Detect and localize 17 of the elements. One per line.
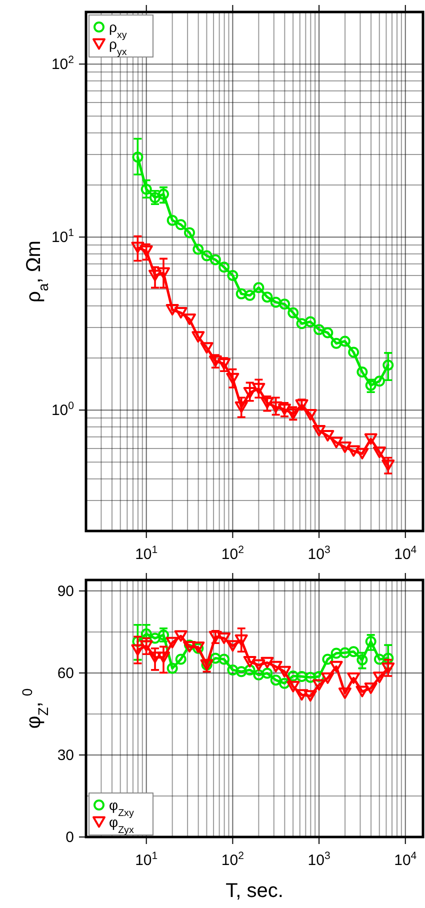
legend-label: ρ$_{xy}$ bbox=[109, 19, 127, 40]
x-tick-label: 10$^{3}$ bbox=[308, 544, 330, 563]
y-tick-label: 10$^{0}$ bbox=[51, 400, 74, 420]
x-tick-label: 10$^{1}$ bbox=[135, 544, 158, 563]
x-tick-label: 10$^{2}$ bbox=[221, 544, 244, 563]
y-tick-label: 10$^{2}$ bbox=[51, 54, 74, 74]
y-tick-label: 10$^{1}$ bbox=[51, 227, 74, 246]
x-axis-title: T, sec. bbox=[226, 880, 284, 902]
y-tick-label: 90 bbox=[57, 582, 74, 600]
y-tick-label: 60 bbox=[57, 664, 74, 682]
x-tick-label: 10$^{4}$ bbox=[394, 544, 417, 563]
x-tick-label: 10$^{2}$ bbox=[221, 850, 244, 869]
x-tick-label: 10$^{1}$ bbox=[135, 850, 158, 869]
y-tick-label: 30 bbox=[57, 746, 74, 764]
y-tick-label: 0 bbox=[66, 829, 74, 846]
x-tick-label: 10$^{4}$ bbox=[394, 850, 417, 869]
x-tick-label: 10$^{3}$ bbox=[308, 850, 330, 869]
